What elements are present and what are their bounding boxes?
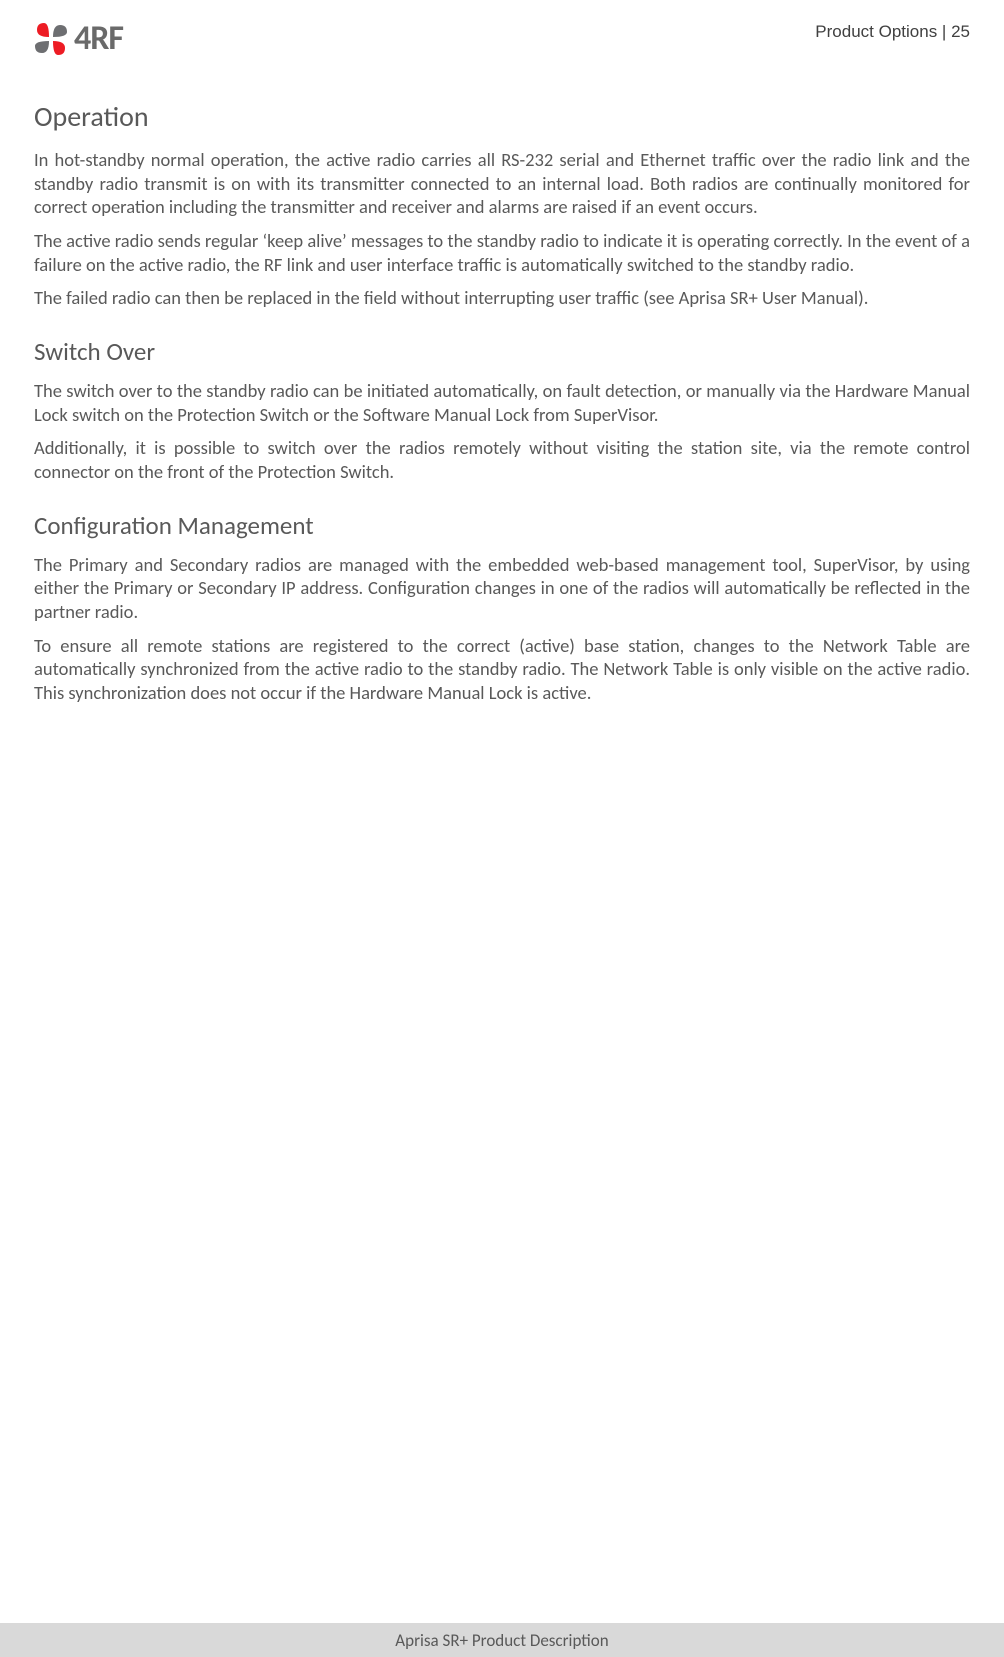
header-meta: Product Options | 25 <box>815 18 970 42</box>
config-mgmt-p2: To ensure all remote stations are regist… <box>34 634 970 705</box>
switch-over-p2: Additionally, it is possible to switch o… <box>34 436 970 483</box>
page-footer: Aprisa SR+ Product Description <box>0 1623 1004 1657</box>
separator: | <box>937 22 951 41</box>
page-header: 4RF Product Options | 25 <box>34 18 970 59</box>
page-number: 25 <box>951 22 970 41</box>
logo-text: 4RF <box>74 18 123 59</box>
heading-switch-over: Switch Over <box>34 336 970 367</box>
config-mgmt-p1: The Primary and Secondary radios are man… <box>34 553 970 624</box>
section-label: Product Options <box>815 22 937 41</box>
operation-p1: In hot-standby normal operation, the act… <box>34 148 970 219</box>
logo-icon <box>34 22 68 56</box>
footer-text: Aprisa SR+ Product Description <box>395 1630 608 1651</box>
heading-config-mgmt: Configuration Management <box>34 510 970 541</box>
heading-operation: Operation <box>34 99 970 134</box>
page-content: 4RF Product Options | 25 Operation In ho… <box>0 0 1004 705</box>
logo: 4RF <box>34 18 123 59</box>
operation-p2: The active radio sends regular ‘keep ali… <box>34 229 970 276</box>
operation-p3: The failed radio can then be replaced in… <box>34 286 970 310</box>
switch-over-p1: The switch over to the standby radio can… <box>34 379 970 426</box>
